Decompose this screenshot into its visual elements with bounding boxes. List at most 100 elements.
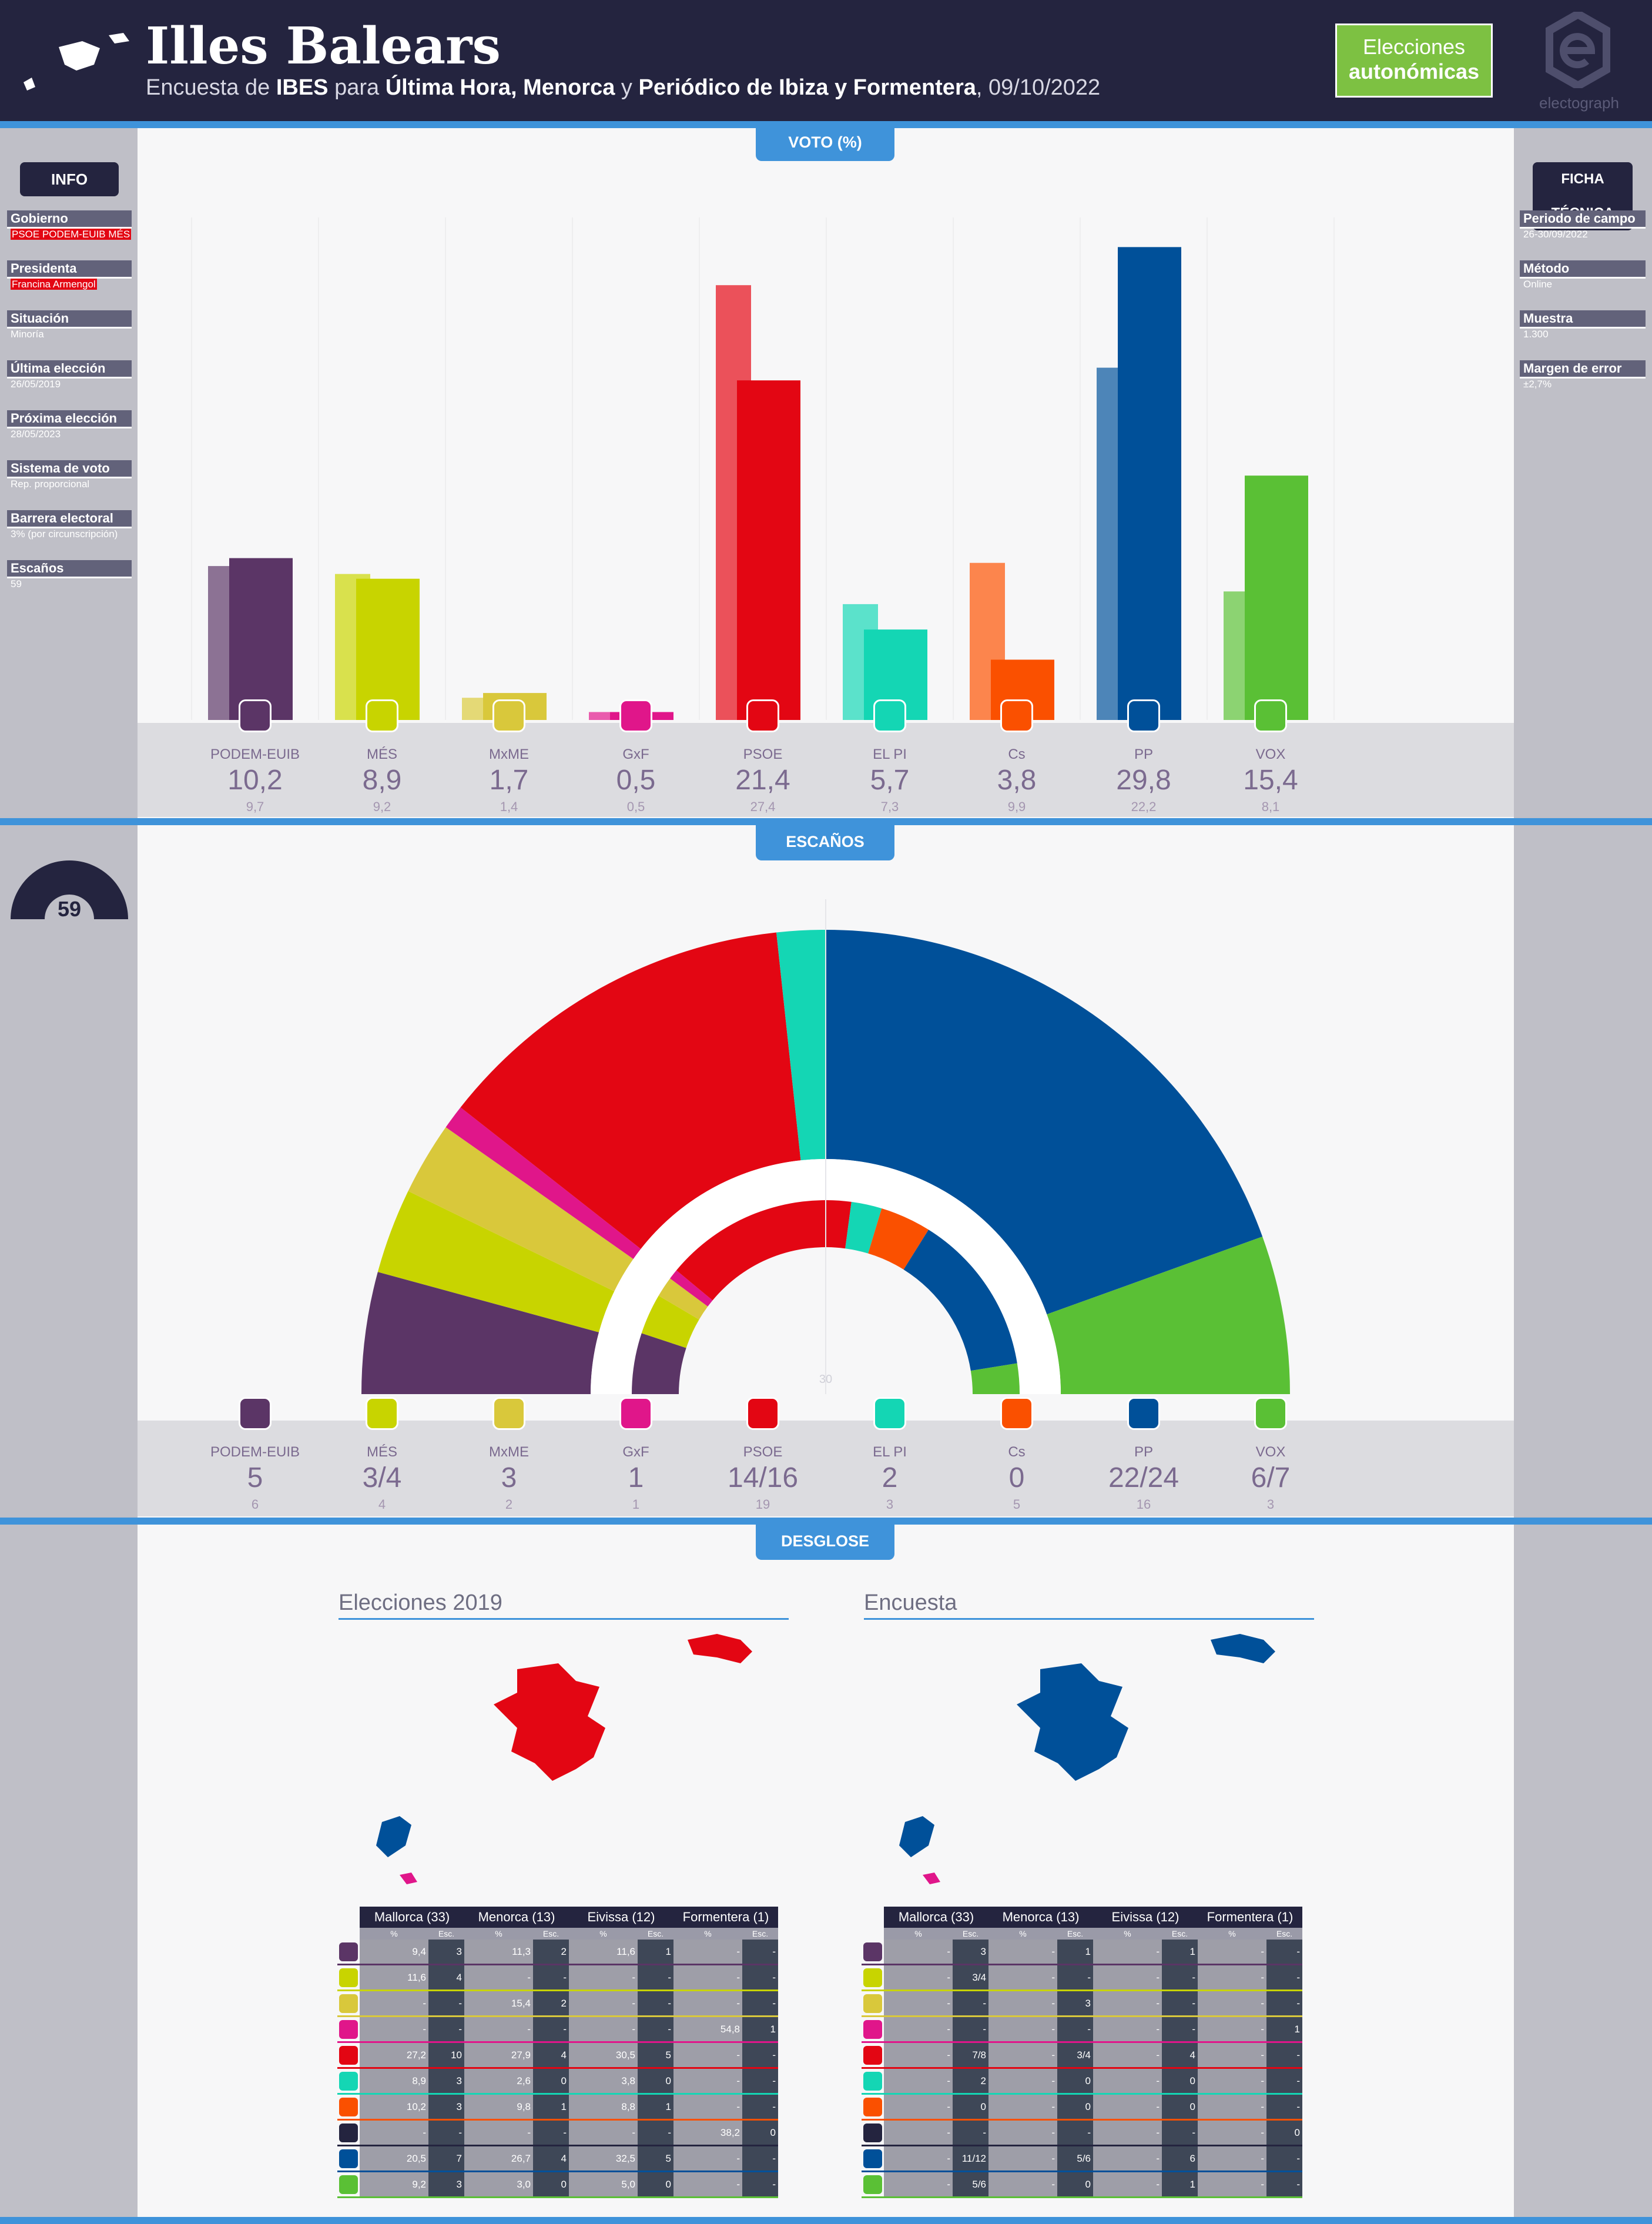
vote-prev-value: 7,3 xyxy=(880,799,899,814)
ficha-label: Margen de error xyxy=(1520,360,1646,379)
formentera-shape xyxy=(400,1873,417,1884)
row-icon-cell xyxy=(337,2017,360,2042)
cell-pct: - xyxy=(360,2016,428,2042)
results-table: Mallorca (33) Menorca (13) Eivissa (12) For… xyxy=(337,1907,778,2198)
cs-icon xyxy=(863,2097,882,2116)
cell-pct: 8,8 xyxy=(569,2094,638,2120)
ficha-item: Método Online xyxy=(1520,260,1646,310)
cell-seats: 0 xyxy=(533,2068,569,2094)
vote-prev-value: 0,5 xyxy=(626,799,645,814)
cell-seats: - xyxy=(533,2016,569,2042)
vote-party-name: PP xyxy=(1134,746,1153,762)
map-title-2019: Elecciones 2019 xyxy=(339,1590,789,1620)
info-value: Rep. proporcional xyxy=(11,478,90,490)
eivissa-shape xyxy=(376,1816,411,1857)
cell-seats: - xyxy=(428,2119,464,2146)
cell-pct: - xyxy=(360,2119,428,2146)
seat-arc-vox xyxy=(1047,1237,1290,1394)
cell-pct: 8,9 xyxy=(360,2068,428,2094)
cell-pct: - xyxy=(988,2016,1057,2042)
table-sub-esc: Esc. xyxy=(742,1928,778,1940)
elpi-icon xyxy=(863,2071,882,2091)
cell-seats: - xyxy=(1266,2068,1302,2094)
cell-pct: - xyxy=(673,2094,742,2120)
section-tab-desglose: DESGLOSE xyxy=(756,1522,894,1560)
info-label: Presidenta xyxy=(7,260,132,279)
seats-hemicycle xyxy=(361,899,1290,1394)
row-icon-cell xyxy=(337,2042,360,2068)
cell-seats: 3 xyxy=(428,1940,464,1965)
seat-party-name: PODEM-EUIB xyxy=(210,1444,300,1460)
cell-pct: 9,4 xyxy=(360,1940,428,1965)
cell-seats: 2 xyxy=(533,1990,569,2017)
info-value: 26/05/2019 xyxy=(11,379,61,390)
table-row: - - - - - -54,8 1 xyxy=(337,2016,778,2042)
cell-seats: - xyxy=(742,2094,778,2120)
cell-seats: - xyxy=(953,2016,988,2042)
vote-value: 21,4 xyxy=(735,765,790,796)
info-label: Situación xyxy=(7,310,132,329)
cell-pct: - xyxy=(464,1964,533,1991)
vote-psoe-icon xyxy=(746,699,779,732)
seat-arc-prev-el-pi xyxy=(845,1201,882,1254)
table-row: -------1 xyxy=(862,2016,1302,2042)
vote-podem-euib-icon xyxy=(239,699,272,732)
table-sub-esc: Esc. xyxy=(533,1928,569,1940)
seat-value: 6/7 xyxy=(1251,1462,1291,1493)
cell-pct: - xyxy=(1198,2171,1266,2198)
info-label: Gobierno xyxy=(7,210,132,229)
cell-seats: - xyxy=(953,1990,988,2017)
cell-pct: - xyxy=(1093,2145,1162,2172)
table-region-header: Formentera (1) xyxy=(1198,1907,1302,1928)
info-value: 28/05/2023 xyxy=(11,428,61,440)
seat-arc-prev-psoe xyxy=(676,1200,852,1301)
cell-seats: - xyxy=(742,2068,778,2094)
row-icon-cell xyxy=(862,1940,884,1965)
row-icon-cell xyxy=(862,2042,884,2068)
table-row: -2-0-0-- xyxy=(862,2068,1302,2094)
table-sub-pct: % xyxy=(673,1928,742,1940)
cell-seats: 3/4 xyxy=(953,1964,988,1991)
info-title: INFO xyxy=(20,162,119,196)
table-corner xyxy=(337,1907,360,1928)
seat-value: 22/24 xyxy=(1108,1462,1179,1493)
cell-seats: 3 xyxy=(1057,1990,1093,2017)
cell-pct: 32,5 xyxy=(569,2145,638,2172)
cell-seats: 5 xyxy=(638,2145,673,2172)
cell-seats: 5/6 xyxy=(953,2171,988,2198)
table-row: 11,6 4- - - - - - xyxy=(337,1964,778,1991)
seat-gxf-icon xyxy=(619,1397,652,1430)
formentera-shape xyxy=(923,1873,940,1884)
bar-podem-euib xyxy=(229,558,293,720)
results-table-encuesta: Mallorca (33) Menorca (13) Eivissa (12) For… xyxy=(862,1907,1302,2198)
mes-icon xyxy=(339,1968,358,1987)
info-label: Última elección xyxy=(7,360,132,379)
seat-m-s-icon xyxy=(366,1397,398,1430)
seat-prev-value: 6 xyxy=(251,1497,259,1512)
cell-seats: 2 xyxy=(953,2068,988,2094)
vote-prev-value: 1,4 xyxy=(500,799,518,814)
cell-seats: 4 xyxy=(1162,2042,1198,2068)
right-panel xyxy=(1514,128,1652,2224)
row-icon-cell xyxy=(862,2068,884,2094)
cell-seats: 0 xyxy=(1162,2094,1198,2120)
table-subheader-row: % Esc.% Esc.% Esc.% Esc. xyxy=(337,1928,778,1940)
table-subheader-row: % Esc.% Esc.% Esc.% Esc. xyxy=(862,1928,1302,1940)
cell-seats: 5/6 xyxy=(1057,2145,1093,2172)
cell-seats: 1 xyxy=(1162,1940,1198,1965)
cell-seats: - xyxy=(638,1990,673,2017)
cell-pct: - xyxy=(884,1964,953,1991)
table-sub-esc: Esc. xyxy=(1266,1928,1302,1940)
cell-seats: 0 xyxy=(1266,2119,1302,2146)
seat-arc-prev-mxme xyxy=(658,1278,708,1320)
cell-seats: 6 xyxy=(1162,2145,1198,2172)
vote-mxme-icon xyxy=(492,699,525,732)
bottom-divider xyxy=(0,2217,1652,2224)
seat-party-name: MxME xyxy=(489,1444,529,1460)
table-sub-esc: Esc. xyxy=(1162,1928,1198,1940)
info-label: Próxima elección xyxy=(7,410,132,428)
vote-value: 1,7 xyxy=(489,765,529,796)
cell-seats: 3/4 xyxy=(1057,2042,1093,2068)
cell-pct: - xyxy=(1093,1990,1162,2017)
cell-pct: - xyxy=(884,2068,953,2094)
